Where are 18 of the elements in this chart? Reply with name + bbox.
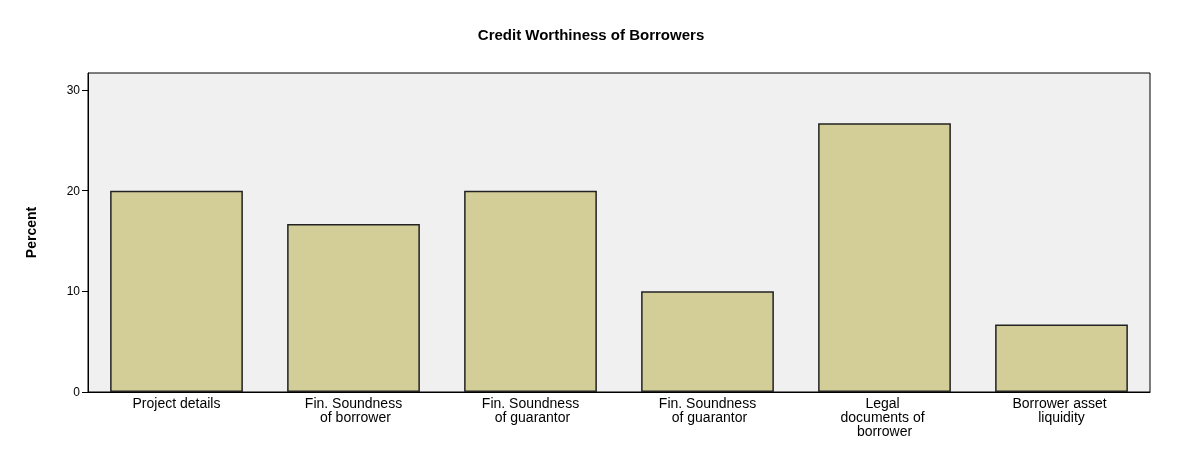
x-tick-label: Fin. Soundness of guarantor (481, 395, 580, 425)
bar (287, 223, 420, 392)
x-tick-label: Fin. Soundness of guarantor (658, 395, 757, 425)
bar (995, 324, 1128, 392)
bar (641, 291, 774, 392)
bar (818, 123, 951, 392)
chart-title: Credit Worthiness of Borrowers (477, 26, 705, 43)
y-tick-label: 10 (66, 284, 81, 299)
x-tick-label: Legal documents of borrower (840, 395, 929, 439)
y-tick-label: 20 (66, 183, 81, 198)
x-tick-label: Fin. Soundness of borrower (304, 395, 403, 425)
y-axis-title: Percent (23, 206, 39, 259)
bar (464, 190, 597, 392)
bar (110, 190, 243, 392)
y-tick-label: 30 (66, 83, 81, 98)
x-tick-label: Borrower asset liquidity (1012, 395, 1111, 425)
x-tick-label: Project details (132, 395, 221, 411)
y-tick-label: 0 (73, 385, 81, 399)
